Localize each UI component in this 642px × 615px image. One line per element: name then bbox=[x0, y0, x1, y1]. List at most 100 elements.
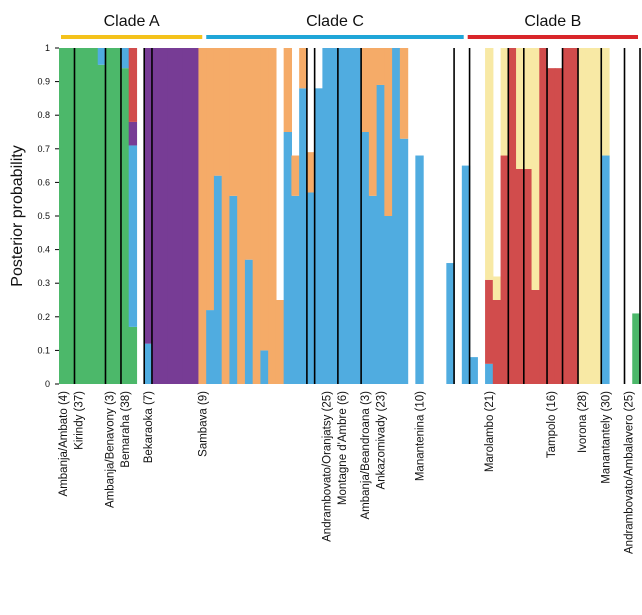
population-label: Ankazomivady (23) bbox=[376, 391, 388, 490]
bar-segment-purple bbox=[151, 48, 161, 384]
bar-segment-orange bbox=[399, 48, 409, 139]
population-label: Andrambovato/Oranjatsy (25) bbox=[321, 391, 333, 542]
bar-segment-red bbox=[531, 289, 540, 384]
bar-segment-orange bbox=[368, 48, 378, 196]
bar-segment-green bbox=[74, 48, 83, 384]
bar-segment-blue bbox=[260, 350, 269, 384]
bar-segment-yellow bbox=[500, 48, 509, 156]
population-label: Montagne d'Ambre (6) bbox=[337, 391, 349, 505]
bar-segment-orange bbox=[260, 48, 269, 351]
bar-segment-yellow bbox=[485, 48, 494, 280]
bar-segment-green bbox=[97, 64, 107, 385]
bar-segment-blue bbox=[376, 84, 385, 385]
bar-segment-blue bbox=[322, 48, 331, 384]
bar-segment-blue bbox=[361, 132, 370, 384]
bar-segment-red bbox=[485, 279, 494, 364]
bar-segment-orange bbox=[244, 48, 254, 260]
bar-segment-purple bbox=[167, 48, 176, 384]
bar-segment-orange bbox=[299, 48, 308, 89]
population-label: Manantenina (10) bbox=[414, 391, 426, 481]
bar-segment-blue bbox=[485, 363, 494, 384]
bar-segment-orange bbox=[361, 48, 370, 132]
bar-segment-red bbox=[562, 48, 571, 384]
bar-segment-blue bbox=[384, 216, 393, 384]
clade-headers: Clade A Clade C Clade B bbox=[61, 13, 638, 39]
bar-segment-green bbox=[632, 313, 641, 384]
population-label: Bekaraoka (7) bbox=[143, 391, 155, 463]
y-tick-label: 1 bbox=[45, 43, 50, 53]
bar-segment-orange bbox=[291, 155, 300, 196]
y-tick-label: 0.6 bbox=[37, 177, 50, 187]
bar-segment-green bbox=[59, 48, 68, 384]
bar-segment-red bbox=[554, 68, 564, 384]
bar-segment-blue bbox=[97, 48, 107, 65]
population-label: Andrambovato/Ambalavero (25) bbox=[624, 391, 636, 554]
bar-segment-orange bbox=[237, 48, 246, 384]
bar-segment-blue bbox=[415, 155, 424, 384]
bar-segment-orange bbox=[221, 48, 231, 384]
bar-segment-green bbox=[89, 48, 99, 384]
bar-segment-blue bbox=[353, 48, 362, 384]
bar-segment-blue bbox=[601, 155, 610, 384]
population-label: Sambava (9) bbox=[197, 391, 209, 457]
y-tick-label: 0 bbox=[45, 379, 50, 389]
bar-segment-orange bbox=[206, 48, 215, 311]
bar-segment-orange bbox=[198, 48, 207, 384]
y-tick-label: 0.9 bbox=[37, 77, 50, 87]
bar-segment-red bbox=[128, 48, 138, 122]
bar-segment-blue bbox=[368, 195, 378, 384]
bar-segment-blue bbox=[337, 48, 347, 384]
bar-segment-blue bbox=[291, 195, 300, 384]
bar-segment-blue bbox=[469, 357, 478, 384]
y-tick-label: 0.8 bbox=[37, 110, 50, 120]
bar-segment-green bbox=[82, 48, 91, 384]
bar-segment-purple bbox=[128, 121, 138, 146]
bar-segment-red bbox=[539, 48, 548, 384]
bar-segment-red bbox=[570, 48, 579, 384]
population-label: Kirindy (37) bbox=[74, 391, 86, 450]
bar-segment-blue bbox=[299, 88, 308, 384]
y-axis-title: Posterior probability bbox=[9, 145, 26, 286]
y-axis: 0 0.1 0.2 0.3 0.4 0.5 0.6 0.7 0.8 0.9 1 bbox=[37, 43, 59, 389]
bar-segment-blue bbox=[206, 310, 215, 384]
bar-segment-blue bbox=[314, 88, 323, 384]
bar-segment-purple bbox=[190, 48, 200, 384]
population-labels: Ambanja/Ambato (4) Kirindy (37) Ambanja/Be… bbox=[58, 391, 636, 554]
y-tick-label: 0.1 bbox=[37, 345, 50, 355]
bar-segment-orange bbox=[384, 48, 393, 216]
clade-label: Clade C bbox=[306, 13, 364, 30]
bar-segment-green bbox=[105, 48, 114, 384]
bar-segment-blue bbox=[461, 165, 471, 384]
population-label: Ambanja/Ambato (4) bbox=[58, 391, 70, 497]
bar-segment-yellow bbox=[593, 48, 602, 384]
bar-segment-green bbox=[66, 48, 76, 384]
bar-segment-yellow bbox=[585, 48, 595, 384]
bar-segment-orange bbox=[376, 48, 385, 85]
bar-segment-red bbox=[523, 168, 533, 384]
clade-label: Clade B bbox=[524, 13, 581, 30]
y-tick-label: 0.2 bbox=[37, 312, 50, 322]
bar-segment-orange bbox=[283, 48, 292, 132]
bar-segment-purple bbox=[159, 48, 169, 384]
bar-segment-yellow bbox=[578, 48, 587, 384]
bar-segment-red bbox=[508, 48, 517, 384]
bar-segment-purple bbox=[175, 48, 184, 384]
population-label: Ivorona (28) bbox=[577, 391, 589, 453]
bar-segment-orange bbox=[306, 152, 316, 193]
y-tick-label: 0.5 bbox=[37, 211, 50, 221]
y-tick-label: 0.7 bbox=[37, 144, 50, 154]
bar-segment-blue bbox=[244, 259, 254, 384]
bar-segment-red bbox=[516, 168, 525, 384]
bar-segment-blue bbox=[345, 48, 354, 384]
bar-segment-orange bbox=[213, 48, 223, 176]
y-tick-label: 0.3 bbox=[37, 278, 50, 288]
clade-label: Clade A bbox=[104, 13, 160, 30]
bar-segment-purple bbox=[144, 48, 153, 344]
bar-segment-green bbox=[120, 68, 130, 384]
population-label: Bemaraha (38) bbox=[120, 391, 132, 468]
population-label: Ambanja/Benavony (3) bbox=[105, 391, 117, 508]
bar-segment-red bbox=[547, 68, 556, 384]
bar-segment-blue bbox=[128, 145, 138, 327]
bar-segment-orange bbox=[268, 48, 277, 384]
bar-segment-orange bbox=[229, 48, 238, 196]
